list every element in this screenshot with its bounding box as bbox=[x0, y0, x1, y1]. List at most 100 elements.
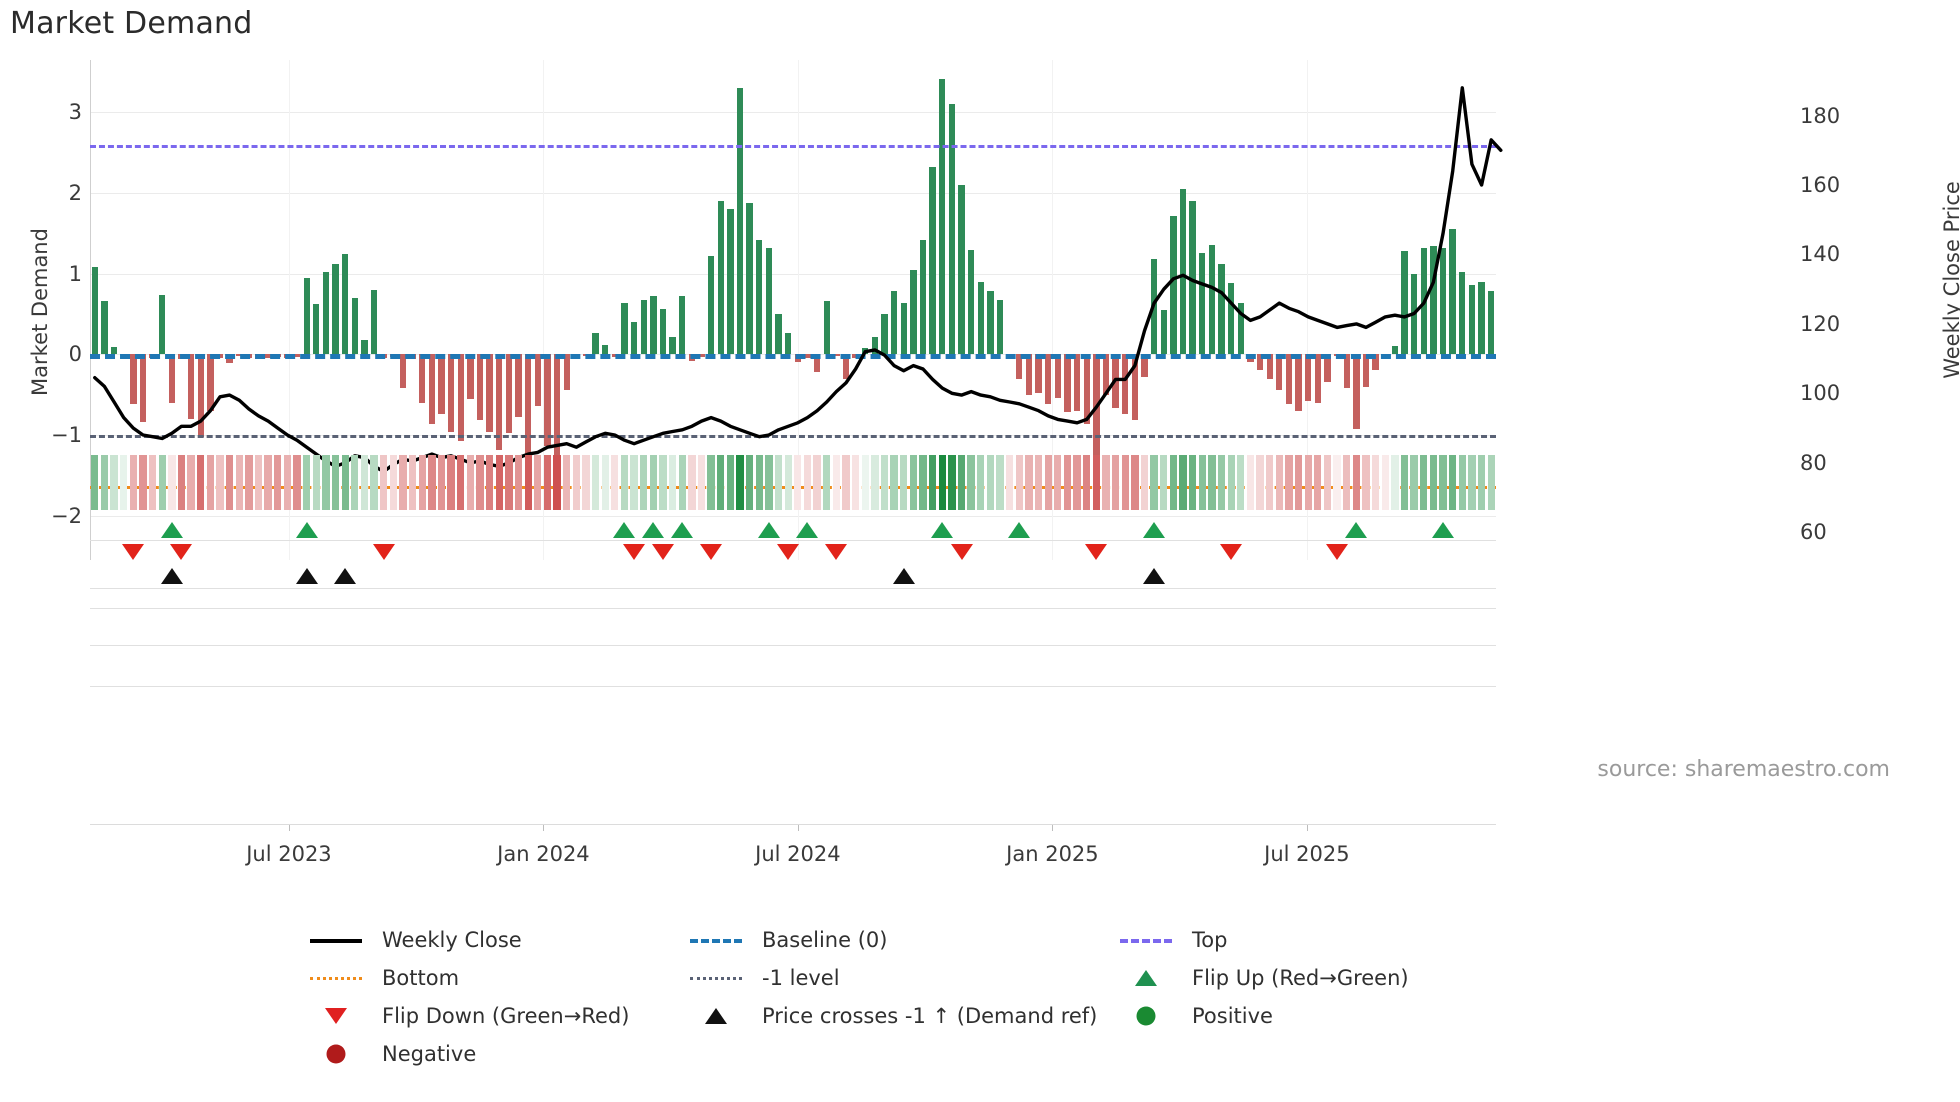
legend-item-bottom[interactable]: Bottom bbox=[300, 963, 680, 993]
legend-item-minus-1-level[interactable]: -1 level bbox=[680, 963, 1110, 993]
y-axis-left-tick: 0 bbox=[68, 342, 82, 367]
flip-down-marker bbox=[700, 544, 723, 560]
demand-bar-positive bbox=[1430, 246, 1437, 355]
heatmap-cell bbox=[736, 455, 744, 510]
flip-up-marker bbox=[642, 522, 665, 538]
legend-line-swatch bbox=[310, 939, 362, 943]
heatmap-cell bbox=[1275, 455, 1283, 510]
heatmap-cell bbox=[553, 455, 561, 510]
heatmap-cell bbox=[726, 455, 735, 510]
heatmap-cell bbox=[1343, 455, 1351, 510]
demand-bar-negative bbox=[1025, 354, 1033, 395]
heatmap-cell bbox=[485, 455, 494, 510]
heatmap-cell bbox=[1217, 455, 1226, 510]
demand-bar-positive bbox=[900, 302, 907, 355]
flip-up-marker bbox=[1432, 522, 1455, 538]
demand-bar-positive bbox=[1391, 346, 1399, 355]
heatmap-cell bbox=[1131, 455, 1139, 510]
heatmap-cell bbox=[668, 455, 677, 510]
x-axis-tick: Jul 2023 bbox=[246, 842, 332, 866]
heatmap-cell bbox=[254, 455, 263, 510]
demand-bar-negative bbox=[842, 354, 850, 379]
heatmap-cell bbox=[611, 455, 619, 510]
flip-up-marker bbox=[796, 522, 819, 538]
heatmap-cell bbox=[495, 455, 503, 510]
heatmap-cell bbox=[1362, 455, 1370, 510]
legend-item-flip-down[interactable]: Flip Down (Green→Red) bbox=[300, 1001, 680, 1031]
legend-item-negative[interactable]: Negative bbox=[300, 1039, 680, 1069]
gridline-y bbox=[90, 515, 1496, 517]
demand-bar-negative bbox=[1276, 354, 1283, 390]
demand-bar-positive bbox=[1179, 189, 1187, 355]
legend-item-label: Flip Down (Green→Red) bbox=[382, 1003, 630, 1028]
heatmap-cell bbox=[1015, 455, 1023, 510]
demand-bar-positive bbox=[370, 289, 378, 355]
flip-up-marker bbox=[1345, 522, 1368, 538]
heatmap-cell bbox=[1083, 455, 1091, 510]
demand-bar-negative bbox=[1102, 354, 1110, 395]
legend-item-baseline[interactable]: Baseline (0) bbox=[680, 925, 1110, 955]
baseline-reference-line bbox=[90, 354, 1496, 360]
gridline-y bbox=[90, 193, 1496, 195]
heatmap-cell bbox=[871, 455, 879, 510]
legend-item-positive[interactable]: Positive bbox=[1110, 1001, 1490, 1031]
heatmap-cell bbox=[1092, 455, 1100, 510]
heatmap-cell bbox=[688, 455, 696, 510]
heatmap-cell bbox=[832, 455, 840, 510]
circle-icon bbox=[1110, 1005, 1182, 1027]
demand-bar-positive bbox=[717, 201, 724, 355]
demand-bar-negative bbox=[1064, 354, 1071, 413]
gridline-y bbox=[90, 273, 1496, 275]
flip-down-marker bbox=[1085, 544, 1108, 560]
heatmap-cell bbox=[100, 455, 109, 510]
legend-item-label: -1 level bbox=[762, 965, 840, 990]
demand-bar-negative bbox=[1372, 354, 1379, 371]
flip-up-marker bbox=[295, 522, 318, 538]
demand-bar-positive bbox=[736, 88, 744, 355]
demand-bar-negative bbox=[1131, 354, 1139, 421]
flip-down-marker bbox=[1326, 544, 1349, 560]
heatmap-cell bbox=[1102, 455, 1110, 510]
heatmap-cell bbox=[1285, 455, 1293, 510]
demand-bar-negative bbox=[467, 354, 474, 399]
legend-triangle-down-swatch bbox=[325, 1008, 347, 1024]
price-cross-marker bbox=[1143, 568, 1166, 584]
heatmap-cell bbox=[283, 455, 292, 510]
heatmap-cell bbox=[1429, 455, 1438, 510]
demand-bar-positive bbox=[977, 281, 984, 355]
heatmap-cell bbox=[447, 455, 455, 510]
triangle-up-icon bbox=[1110, 967, 1182, 989]
bottom-reference-line bbox=[90, 485, 1496, 489]
heatmap-cell bbox=[1400, 455, 1409, 510]
heatmap-cell bbox=[928, 455, 937, 510]
flip-down-marker bbox=[623, 544, 646, 560]
gridline-x bbox=[797, 60, 799, 560]
legend-item-label: Positive bbox=[1192, 1003, 1273, 1028]
heatmap-cell bbox=[1111, 455, 1120, 510]
price-cross-marker bbox=[160, 568, 183, 584]
legend-item-flip-up[interactable]: Flip Up (Red→Green) bbox=[1110, 963, 1490, 993]
heatmap-cell bbox=[1160, 455, 1168, 510]
legend-triangle-black-swatch bbox=[705, 1008, 727, 1024]
demand-bar-positive bbox=[101, 301, 108, 355]
legend-item-weekly-close[interactable]: Weekly Close bbox=[300, 925, 680, 955]
heatmap-cell bbox=[1477, 455, 1486, 510]
heatmap-cell bbox=[803, 455, 812, 510]
heatmap-cell bbox=[697, 455, 706, 510]
legend-item-top[interactable]: Top bbox=[1110, 925, 1490, 955]
demand-bar-negative bbox=[1305, 354, 1312, 402]
heatmap-cell bbox=[1063, 455, 1072, 510]
legend-item-price-cross[interactable]: Price crosses -1 ↑ (Demand ref) bbox=[680, 1001, 1110, 1031]
heatmap-cell bbox=[1352, 455, 1361, 510]
legend-item-label: Flip Up (Red→Green) bbox=[1192, 965, 1409, 990]
heatmap-cell bbox=[755, 455, 763, 510]
heatmap-cell bbox=[1323, 455, 1332, 510]
demand-bar-positive bbox=[1401, 251, 1408, 355]
x-axis-tick-mark bbox=[1052, 824, 1054, 831]
demand-bar-positive bbox=[1199, 252, 1206, 355]
demand-bar-positive bbox=[987, 291, 994, 355]
heatmap-cell bbox=[640, 455, 648, 510]
heatmap-cell bbox=[1025, 455, 1033, 510]
demand-bar-negative bbox=[1141, 354, 1148, 377]
heatmap-cell bbox=[380, 455, 388, 510]
